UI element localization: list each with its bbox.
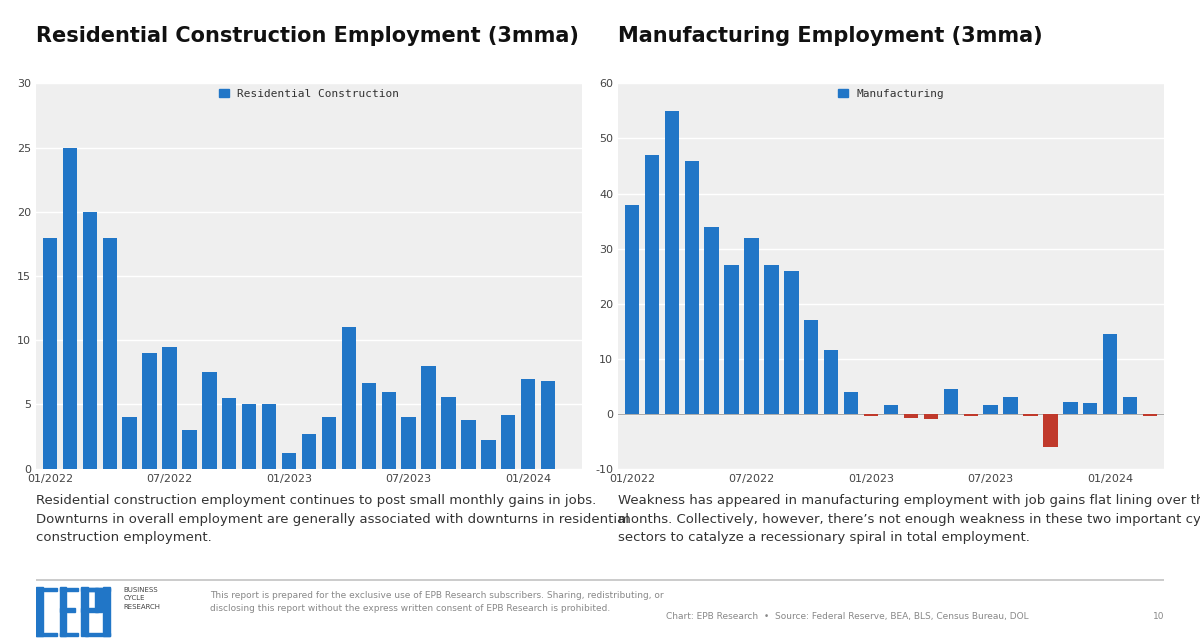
Bar xyxy=(541,381,556,469)
Bar xyxy=(95,588,102,611)
Bar xyxy=(1142,413,1157,417)
Bar xyxy=(62,148,77,469)
Bar xyxy=(82,609,98,611)
Bar xyxy=(665,111,679,413)
Bar xyxy=(1123,397,1138,413)
Bar xyxy=(924,413,938,419)
Bar xyxy=(442,397,456,469)
Bar xyxy=(402,417,416,469)
Bar xyxy=(644,155,659,413)
Bar xyxy=(382,392,396,469)
Bar xyxy=(704,227,719,413)
Text: This report is prepared for the exclusive use of EPB Research subscribers. Shari: This report is prepared for the exclusiv… xyxy=(210,591,664,613)
Bar xyxy=(1103,334,1117,413)
Bar xyxy=(984,405,998,413)
Bar xyxy=(481,440,496,469)
Bar xyxy=(222,398,236,469)
Bar xyxy=(60,633,78,636)
Bar xyxy=(103,587,110,636)
Bar xyxy=(102,238,116,469)
Bar xyxy=(82,587,88,636)
Bar xyxy=(625,205,640,413)
Bar xyxy=(85,588,110,591)
Bar xyxy=(904,413,918,418)
Bar xyxy=(824,351,839,413)
Bar xyxy=(342,327,356,469)
Legend: Residential Construction: Residential Construction xyxy=(218,89,400,99)
Legend: Manufacturing: Manufacturing xyxy=(838,89,944,99)
Text: Residential Construction Employment (3mma): Residential Construction Employment (3mm… xyxy=(36,26,578,46)
Bar xyxy=(36,587,43,636)
Bar xyxy=(502,415,516,469)
Bar xyxy=(1024,413,1038,417)
Bar xyxy=(36,588,58,591)
Bar xyxy=(182,430,197,469)
Bar xyxy=(421,366,436,469)
Bar xyxy=(262,404,276,469)
Bar xyxy=(744,238,758,413)
Bar xyxy=(282,453,296,469)
Bar xyxy=(83,212,97,469)
Bar xyxy=(122,417,137,469)
Bar xyxy=(143,353,157,469)
Bar xyxy=(764,265,779,413)
Bar xyxy=(964,413,978,417)
Text: Residential construction employment continues to post small monthly gains in job: Residential construction employment cont… xyxy=(36,494,629,544)
Bar xyxy=(43,238,58,469)
Text: Manufacturing Employment (3mma): Manufacturing Employment (3mma) xyxy=(618,26,1043,46)
Bar xyxy=(1063,401,1078,413)
Bar xyxy=(60,588,78,591)
Bar xyxy=(684,160,698,413)
Text: BUSINESS
CYCLE
RESEARCH: BUSINESS CYCLE RESEARCH xyxy=(124,587,161,610)
Bar xyxy=(784,270,798,413)
Bar xyxy=(162,347,176,469)
Text: Chart: EPB Research  •  Source: Federal Reserve, BEA, BLS, Census Bureau, DOL: Chart: EPB Research • Source: Federal Re… xyxy=(666,612,1028,621)
Bar xyxy=(844,392,858,413)
Bar xyxy=(36,633,58,636)
Bar xyxy=(1084,403,1098,413)
Bar xyxy=(1003,397,1018,413)
Bar xyxy=(85,633,110,636)
Text: 10: 10 xyxy=(1152,612,1164,621)
Bar xyxy=(461,420,475,469)
Bar xyxy=(521,379,535,469)
Bar xyxy=(864,413,878,417)
Bar xyxy=(361,383,376,469)
Bar xyxy=(82,588,98,591)
Bar xyxy=(302,434,316,469)
Bar xyxy=(242,404,257,469)
Bar xyxy=(725,265,739,413)
Bar xyxy=(202,372,216,469)
Bar xyxy=(322,417,336,469)
Text: Weakness has appeared in manufacturing employment with job gains flat lining ove: Weakness has appeared in manufacturing e… xyxy=(618,494,1200,544)
Bar xyxy=(60,587,66,636)
Bar xyxy=(804,320,818,413)
Bar xyxy=(943,389,958,413)
Bar xyxy=(60,609,74,611)
Bar xyxy=(884,405,898,413)
Bar xyxy=(1043,413,1057,447)
